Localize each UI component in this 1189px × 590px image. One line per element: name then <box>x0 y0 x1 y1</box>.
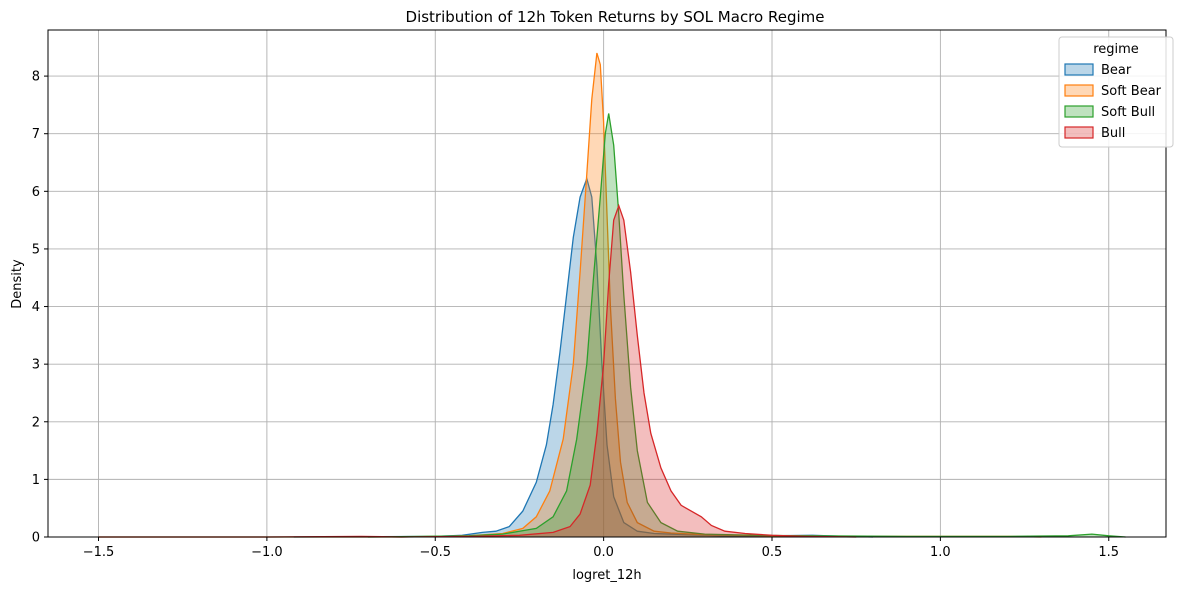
y-tick-label: 5 <box>32 242 40 257</box>
y-tick-label: 3 <box>32 358 40 373</box>
legend-label-bear: Bear <box>1101 63 1132 78</box>
chart-title: Distribution of 12h Token Returns by SOL… <box>406 8 825 26</box>
x-axis: −1.5 −1.0 −0.5 0.0 0.5 1.0 1.5 <box>83 537 1119 560</box>
y-tick-label: 2 <box>32 415 40 430</box>
x-tick-label: 0.0 <box>593 545 614 560</box>
series-layer <box>98 52 1126 538</box>
plot-frame <box>47 29 1167 538</box>
x-tick-label: −1.0 <box>251 545 283 560</box>
y-axis: 0 1 2 3 4 5 6 7 8 <box>32 70 48 546</box>
x-tick-label: −0.5 <box>419 545 451 560</box>
y-tick-label: 4 <box>32 300 40 315</box>
grid <box>48 30 1166 538</box>
legend-swatch-soft-bull <box>1064 105 1094 118</box>
legend-title: regime <box>1093 42 1139 57</box>
y-tick-label: 0 <box>32 531 40 546</box>
y-tick-label: 1 <box>32 473 40 488</box>
y-tick-label: 7 <box>32 127 40 142</box>
y-tick-label: 8 <box>32 70 40 85</box>
legend-swatch-bull <box>1064 126 1094 139</box>
x-tick-label: 0.5 <box>762 545 783 560</box>
legend-swatch-bear <box>1064 63 1094 76</box>
legend-label-soft-bear: Soft Bear <box>1101 84 1162 99</box>
legend-items: Bear Soft Bear Soft Bull Bull <box>1064 63 1162 141</box>
y-axis-title: Density <box>10 259 25 309</box>
legend-label-soft-bull: Soft Bull <box>1101 105 1155 120</box>
x-tick-label: 1.5 <box>1098 545 1119 560</box>
legend: regime Bear Soft Bear Soft Bull Bull <box>1058 36 1174 148</box>
y-tick-label: 6 <box>32 185 40 200</box>
density-area-bull <box>98 205 857 537</box>
density-line-soft-bull <box>367 113 1126 538</box>
legend-swatch-soft-bear <box>1064 84 1094 97</box>
x-tick-label: 1.0 <box>930 545 951 560</box>
legend-label-bull: Bull <box>1101 126 1125 141</box>
x-tick-label: −1.5 <box>83 545 115 560</box>
density-area-soft-bull <box>367 113 1126 537</box>
density-area-bear <box>293 178 873 537</box>
x-axis-title: logret_12h <box>572 568 641 583</box>
density-area-soft-bear <box>98 53 1042 537</box>
density-line-bull <box>98 203 857 538</box>
